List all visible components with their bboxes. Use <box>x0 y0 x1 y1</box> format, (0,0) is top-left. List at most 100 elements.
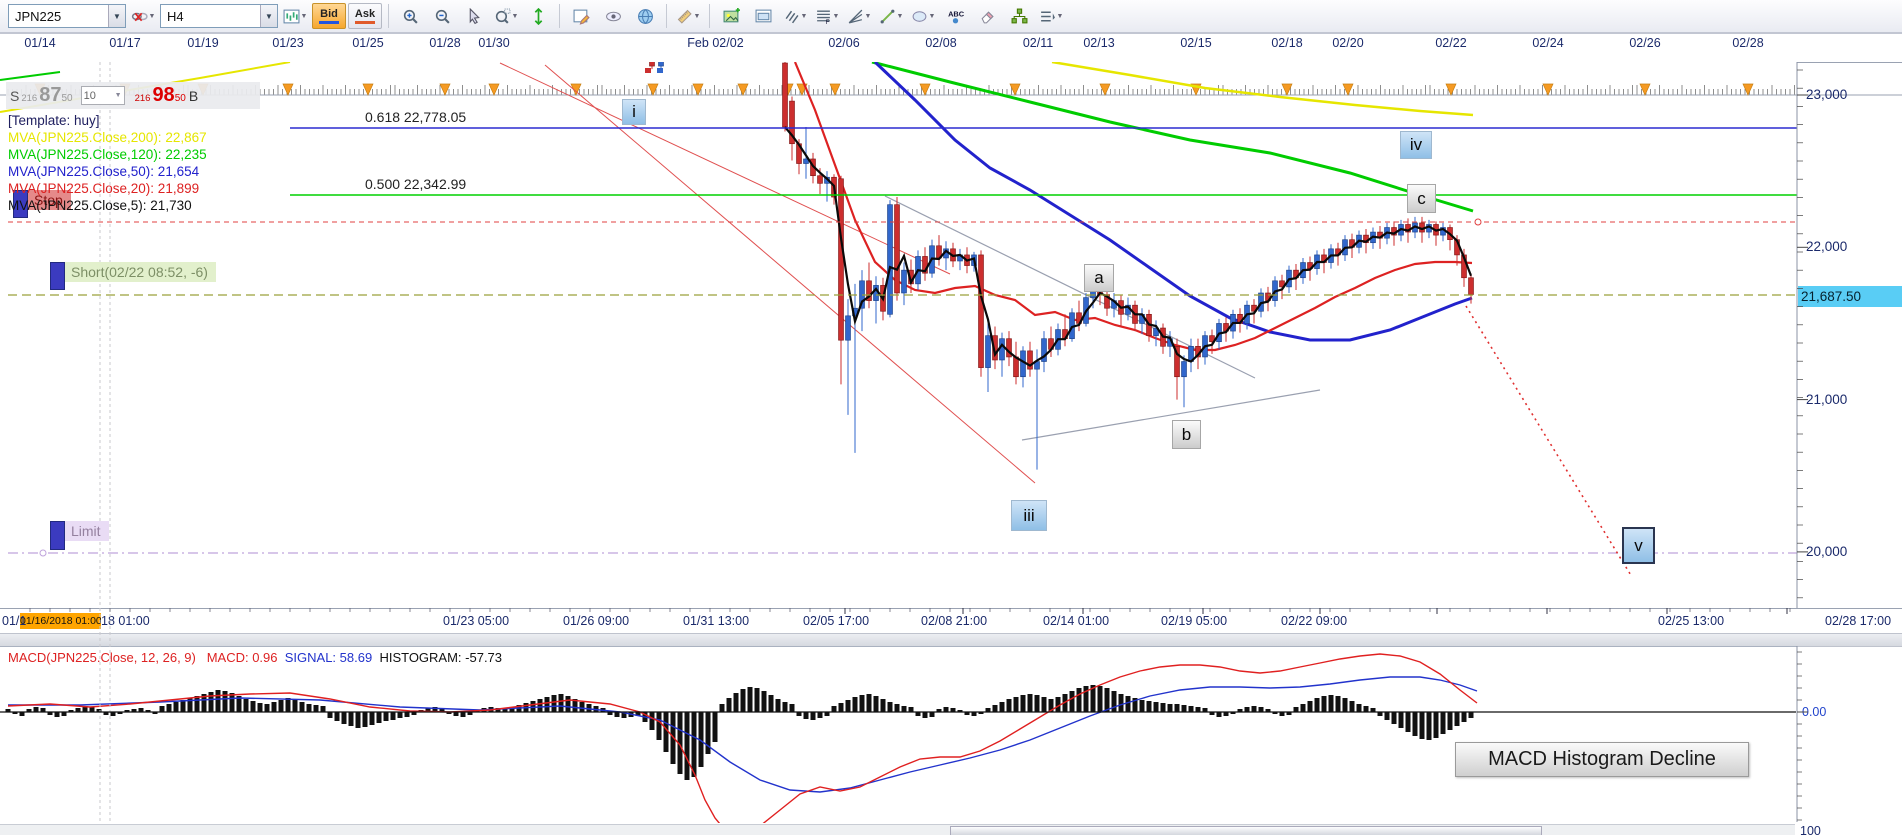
fit-vertical-button[interactable] <box>523 2 553 30</box>
fib-levels-icon: F <box>816 10 830 25</box>
bid-button[interactable]: Bid <box>312 3 346 29</box>
cursor-add-button[interactable] <box>459 2 489 30</box>
current-price-tag: 21,687.50 <box>1798 286 1902 307</box>
short-position-badge[interactable]: Short(02/22 08:52, -6) <box>63 262 216 282</box>
zoom-in-button[interactable] <box>395 2 425 30</box>
wave-label-iv[interactable]: iv <box>1400 131 1432 159</box>
wave-label-a[interactable]: a <box>1084 264 1114 292</box>
stop-order-handle[interactable] <box>13 190 28 218</box>
bid-label: Bid <box>320 8 338 20</box>
edit-window-icon <box>573 9 590 25</box>
date-tick-label: 02/24 <box>1532 36 1564 50</box>
ruler-button[interactable]: ▼ <box>673 2 703 30</box>
zoom-box-icon <box>495 8 510 24</box>
time-axis[interactable]: 01/16/2018 01:00 01/1 18 01:00 01/23 05:00… <box>0 608 1902 634</box>
time-tick-label: 01/1 <box>2 614 27 628</box>
mva-20-label: MVA(JPN225.Close,20): 21,899 <box>8 181 200 196</box>
ask-button[interactable]: Ask <box>348 3 382 29</box>
macd-bottom-tick-label: 100 <box>1800 824 1821 835</box>
time-tick-label: 02/28 17:00 <box>1825 614 1892 628</box>
buy-label[interactable]: B <box>188 88 199 104</box>
macd-annotation[interactable]: MACD Histogram Decline <box>1455 742 1749 777</box>
date-tick-label: 01/25 <box>352 36 384 50</box>
symbol-combo[interactable]: JPN225 ▼ <box>8 4 126 28</box>
time-axis-highlight: 01/16/2018 01:00 <box>20 613 101 629</box>
image-add-icon <box>723 7 740 22</box>
chevron-down-icon[interactable]: ▼ <box>260 5 277 27</box>
ellipse-button[interactable]: ▼ <box>908 2 938 30</box>
price-tick-label: 20,000 <box>1806 543 1848 559</box>
date-tick-label: Feb <box>687 36 709 50</box>
time-tick-label: 02/19 05:00 <box>1161 614 1228 628</box>
zoom-out-button[interactable] <box>427 2 457 30</box>
limit-order-badge[interactable]: Limit <box>63 521 109 541</box>
time-tick-label: 01/31 13:00 <box>683 614 750 628</box>
macd-signal-value: SIGNAL: 58.69 <box>284 650 373 665</box>
quantity-value: 10 <box>83 89 96 102</box>
image-window-button[interactable] <box>748 2 778 30</box>
wave-label-iii[interactable]: iii <box>1011 500 1047 531</box>
stop-order-badge[interactable]: Stop <box>26 190 71 210</box>
fib-levels-button[interactable]: F ▼ <box>812 2 842 30</box>
template-label: [Template: huy] <box>8 113 100 128</box>
globe-button[interactable] <box>630 2 660 30</box>
date-tick-label: 01/19 <box>187 36 219 50</box>
trend-line-button[interactable]: ▼ <box>876 2 906 30</box>
flowchart-button[interactable] <box>1004 2 1034 30</box>
cursor-add-icon <box>469 7 480 24</box>
short-position-handle[interactable] <box>50 262 65 290</box>
wave-label-b[interactable]: b <box>1172 420 1201 449</box>
fit-vertical-icon <box>534 7 542 25</box>
date-tick-label: 02/28 <box>1732 36 1764 50</box>
top-date-ruler[interactable]: 01/14 01/17 01/19 01/23 01/25 01/28 01/30 Feb 02… <box>0 34 1902 63</box>
wave-label-v[interactable]: v <box>1622 527 1655 564</box>
zoom-box-button[interactable]: ▼ <box>491 2 521 30</box>
sell-label[interactable]: S <box>10 88 20 104</box>
chevron-down-icon[interactable]: ▼ <box>114 92 122 99</box>
horizontal-scrollbar[interactable] <box>0 824 1795 835</box>
bid-price-sup: 50 <box>61 93 73 104</box>
svg-text:ABC: ABC <box>948 9 964 18</box>
fib-618-label[interactable]: 0.618 22,778.05 <box>365 109 467 125</box>
trend-line-icon <box>880 9 894 23</box>
ask-price-small: 216 <box>134 93 151 104</box>
price-tick-label: 23,000 <box>1806 87 1848 102</box>
text-abc-button[interactable]: ABC <box>940 2 970 30</box>
eye-button[interactable] <box>598 2 628 30</box>
eye-icon <box>605 11 621 21</box>
panel-splitter[interactable] <box>0 633 1902 647</box>
zoom-out-icon <box>435 9 450 24</box>
ask-price-big: 98 <box>152 84 175 106</box>
wave-label-i[interactable]: i <box>622 99 646 125</box>
date-tick-label: 01/28 <box>429 36 461 50</box>
scrollbar-thumb[interactable] <box>950 826 1542 835</box>
fib-500-label[interactable]: 0.500 22,342.99 <box>365 176 467 192</box>
limit-order-handle[interactable] <box>50 521 65 550</box>
fan-lines-icon <box>848 9 862 23</box>
timeframe-combo[interactable]: H4 ▼ <box>160 4 278 28</box>
image-add-button[interactable] <box>716 2 746 30</box>
macd-value: MACD: 0.96 <box>206 650 278 665</box>
hatch-lines-button[interactable]: ▼ <box>780 2 810 30</box>
date-tick-label: 02/22 <box>1435 36 1467 50</box>
chevron-down-icon[interactable]: ▼ <box>108 5 125 27</box>
chart-type-button[interactable]: ▼ <box>280 2 310 30</box>
bid-price-small: 216 <box>21 93 38 104</box>
price-chart-panel[interactable] <box>0 62 1797 608</box>
globe-icon <box>637 8 653 24</box>
wave-label-c[interactable]: c <box>1407 184 1436 213</box>
unlink-button[interactable]: ▼ <box>128 2 158 30</box>
price-tick-label: 22,000 <box>1806 239 1848 255</box>
date-tick-label: 02/06 <box>828 36 860 50</box>
fan-lines-button[interactable]: ▼ <box>844 2 874 30</box>
edit-window-button[interactable] <box>566 2 596 30</box>
more-lines-button[interactable]: ▼ <box>1036 2 1066 30</box>
time-tick-label: 02/25 13:00 <box>1658 614 1725 628</box>
quantity-field[interactable]: 10 ▼ <box>80 86 125 105</box>
ask-label: Ask <box>354 8 376 20</box>
eraser-button[interactable] <box>972 2 1002 30</box>
toolbar-separator <box>666 4 667 28</box>
toolbar-separator <box>559 4 560 28</box>
macd-panel[interactable] <box>0 646 1797 823</box>
text-abc-icon: ABC <box>948 9 964 23</box>
